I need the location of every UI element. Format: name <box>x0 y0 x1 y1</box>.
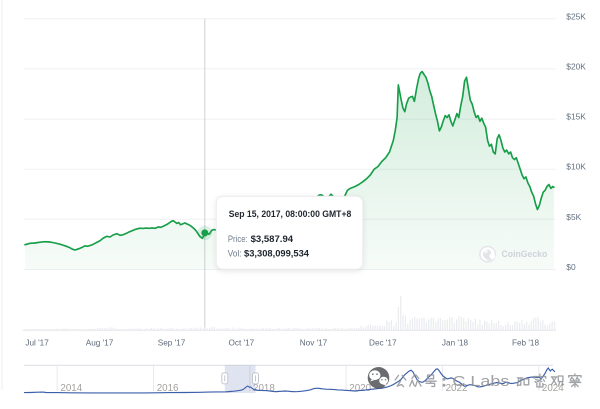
svg-text:Oct '17: Oct '17 <box>229 339 255 348</box>
svg-text:2022: 2022 <box>446 383 468 394</box>
svg-text:2014: 2014 <box>60 383 82 394</box>
svg-text:$10K: $10K <box>566 162 586 172</box>
svg-text:2024: 2024 <box>542 383 564 394</box>
svg-text:Sep '17: Sep '17 <box>158 339 186 348</box>
svg-text:Feb '18: Feb '18 <box>512 339 539 348</box>
svg-text:$3,308,099,534: $3,308,099,534 <box>244 248 310 259</box>
svg-text:Jan '18: Jan '18 <box>442 339 469 348</box>
svg-text:$15K: $15K <box>566 112 586 122</box>
svg-text:CoinGecko: CoinGecko <box>502 249 548 259</box>
svg-text:$20K: $20K <box>566 61 586 71</box>
svg-text:$0: $0 <box>566 262 576 272</box>
svg-text:Price:: Price: <box>228 234 248 244</box>
svg-text:Nov '17: Nov '17 <box>300 339 328 348</box>
svg-text:$3,587.94: $3,587.94 <box>251 234 294 245</box>
svg-text:2020: 2020 <box>349 383 371 394</box>
svg-text:2018: 2018 <box>253 383 275 394</box>
svg-text:Aug '17: Aug '17 <box>86 339 114 348</box>
svg-text:C Labs: C Labs <box>452 373 509 390</box>
svg-text:2016: 2016 <box>157 383 179 394</box>
svg-text:$25K: $25K <box>566 11 586 21</box>
svg-text:Vol:: Vol: <box>228 248 242 258</box>
svg-text:Sep 15, 2017, 08:00:00 GMT+8: Sep 15, 2017, 08:00:00 GMT+8 <box>229 209 352 220</box>
svg-text:Dec '17: Dec '17 <box>369 339 397 348</box>
svg-text:$5K: $5K <box>566 212 581 222</box>
svg-text:Jul '17: Jul '17 <box>25 339 49 348</box>
